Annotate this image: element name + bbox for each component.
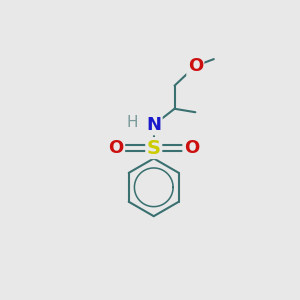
Text: S: S	[147, 139, 161, 158]
Text: O: O	[109, 139, 124, 157]
Text: N: N	[146, 116, 161, 134]
Text: H: H	[126, 115, 138, 130]
Text: O: O	[188, 57, 203, 75]
Text: O: O	[184, 139, 199, 157]
